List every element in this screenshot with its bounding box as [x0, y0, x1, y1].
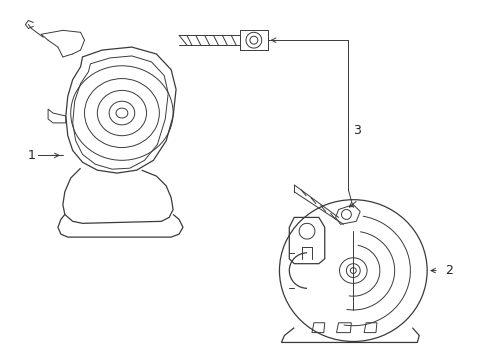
- Text: 2: 2: [445, 264, 453, 277]
- Text: 3: 3: [353, 124, 361, 137]
- Text: 1: 1: [27, 149, 35, 162]
